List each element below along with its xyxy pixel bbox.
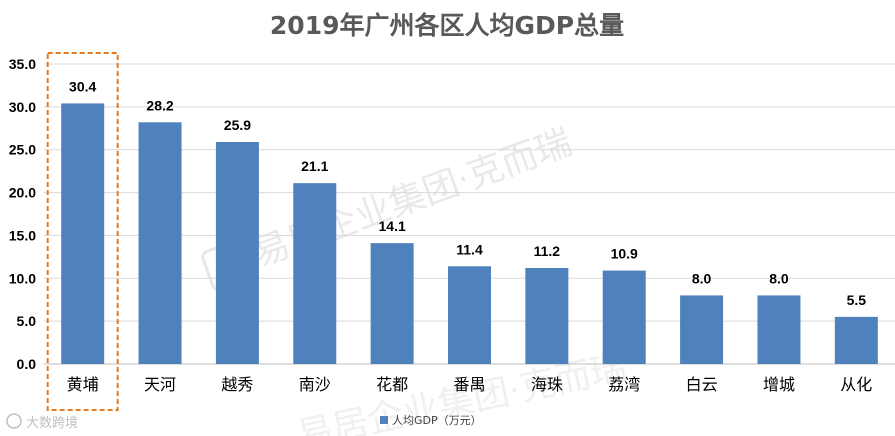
bar	[293, 183, 337, 364]
data-label: 11.4	[456, 241, 483, 257]
category-label: 黄埔	[67, 375, 99, 394]
bar	[680, 295, 724, 364]
category-label: 南沙	[299, 375, 331, 394]
category-label: 天河	[144, 375, 176, 394]
data-label: 8.0	[769, 270, 789, 286]
category-label: 花都	[376, 375, 408, 394]
y-axis-ticks: 0.0 5.0 10.0 15.0 20.0 25.0 30.0 35.0	[9, 56, 36, 372]
category-label: 从化	[840, 375, 872, 394]
category-label: 白云	[686, 375, 718, 394]
gridlines	[44, 63, 895, 322]
legend: 人均GDP（万元）	[380, 414, 482, 427]
bar	[138, 122, 182, 365]
legend-label: 人均GDP（万元）	[392, 414, 482, 427]
category-label: 增城	[763, 375, 795, 394]
corner-logo: 大数跨境	[6, 413, 78, 431]
data-label: 8.0	[692, 270, 712, 286]
y-tick-label: 35.0	[9, 56, 36, 72]
bar	[370, 243, 414, 364]
y-tick-label: 10.0	[9, 270, 36, 286]
data-labels: 30.4 28.2 25.9 21.1 14.1 11.4 11.2 10.9 8.0 8.0 5.…	[69, 78, 866, 307]
x-axis-categories: 黄埔 天河 越秀 南沙 花都 番禺 海珠 荔湾 白云 增城 从化	[67, 375, 873, 394]
bar	[757, 295, 801, 364]
data-label: 21.1	[301, 158, 328, 174]
data-label: 10.9	[611, 246, 638, 262]
category-label: 荔湾	[608, 375, 640, 394]
corner-logo-icon	[6, 413, 22, 429]
data-label: 28.2	[146, 97, 173, 113]
category-label: 番禺	[453, 375, 485, 394]
bar	[61, 103, 105, 364]
y-tick-label: 30.0	[9, 99, 36, 115]
data-label: 14.1	[379, 218, 406, 234]
bar	[834, 316, 878, 364]
chart-title: 2019年广州各区人均GDP总量	[270, 11, 624, 40]
category-label: 越秀	[221, 375, 253, 394]
legend-swatch	[380, 416, 388, 424]
highlight-box	[46, 52, 119, 411]
y-tick-label: 0.0	[17, 356, 37, 372]
y-tick-label: 25.0	[9, 142, 36, 158]
bar	[215, 142, 259, 364]
bars	[61, 103, 878, 365]
data-label: 30.4	[69, 78, 96, 94]
bar	[602, 270, 646, 364]
corner-logo-text: 大数跨境	[26, 416, 78, 431]
bar	[448, 266, 491, 364]
data-label: 5.5	[847, 292, 867, 308]
y-tick-label: 20.0	[9, 185, 36, 201]
bar	[525, 268, 569, 364]
data-label: 25.9	[224, 117, 251, 133]
data-label: 11.2	[534, 243, 561, 259]
category-label: 海珠	[531, 375, 563, 394]
y-tick-label: 15.0	[9, 227, 36, 243]
y-tick-label: 5.0	[17, 313, 37, 329]
